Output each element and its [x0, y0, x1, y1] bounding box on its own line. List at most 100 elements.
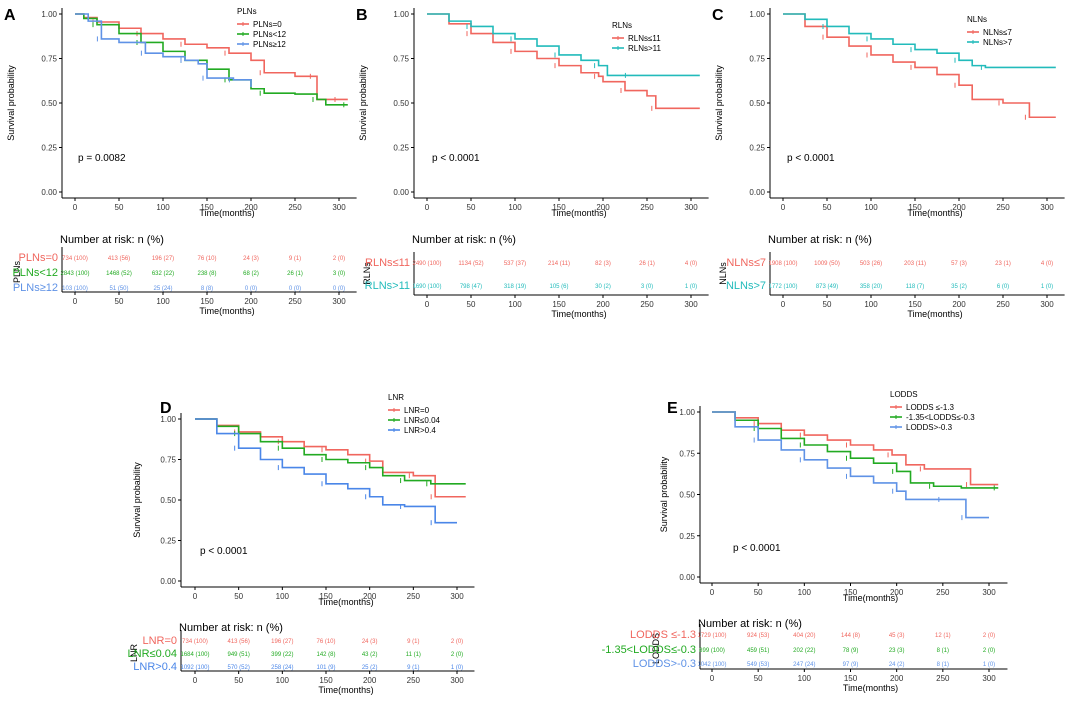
- risk-count: 2 (0): [983, 633, 995, 639]
- y-tick-label: 0.25: [679, 532, 695, 541]
- y-tick-label: 0.25: [160, 537, 176, 546]
- risk-count: 142 (8): [316, 652, 335, 658]
- y-tick-label: 0.50: [679, 491, 695, 500]
- risk-table-ylabel: RLNs: [362, 262, 372, 285]
- x-tick-label: 50: [115, 203, 124, 212]
- x-tick-label: 150: [552, 203, 566, 212]
- y-axis-label: Survival probability: [714, 65, 724, 141]
- x-tick-label: 100: [798, 588, 812, 597]
- risk-table-ylabel: LNR: [129, 644, 139, 663]
- risk-table-title: Number at risk: n (%): [60, 234, 164, 246]
- x-tick-label: 200: [952, 203, 966, 212]
- legend-label: PLNs=0: [253, 20, 282, 29]
- risk-count: 413 (56): [108, 256, 130, 262]
- risk-count: 949 (51): [227, 652, 249, 658]
- risk-count: 459 (51): [747, 648, 769, 654]
- risk-count: 413 (56): [227, 639, 249, 645]
- risk-count: 570 (52): [227, 665, 249, 671]
- risk-count: 202 (22): [793, 648, 815, 654]
- y-tick-label: 0.50: [41, 99, 57, 108]
- risk-count: 76 (10): [316, 639, 335, 645]
- risk-x-tick-label: 100: [798, 674, 812, 683]
- x-tick-label: 250: [936, 588, 950, 597]
- risk-count: 2 (0): [451, 652, 463, 658]
- legend-title: LNR: [388, 393, 404, 402]
- risk-count: 25 (24): [153, 286, 172, 292]
- risk-count: 1 (0): [451, 665, 463, 671]
- risk-count: 2 (0): [983, 648, 995, 654]
- y-tick-label: 0.75: [160, 456, 176, 465]
- risk-x-tick-label: 150: [844, 674, 858, 683]
- risk-row-label: PLNs=0: [19, 252, 58, 264]
- y-tick-label: 0.50: [749, 99, 765, 108]
- risk-row-label: RLNs>11: [365, 280, 410, 292]
- risk-count: 0 (0): [289, 286, 301, 292]
- legend-label: LNR>0.4: [404, 426, 436, 435]
- risk-table-title: Number at risk: n (%): [768, 234, 872, 246]
- risk-x-axis-label: Time(months): [551, 309, 606, 319]
- y-tick-label: 0.25: [749, 144, 765, 153]
- legend-label: RLNs>11: [628, 44, 662, 53]
- risk-count: 196 (27): [152, 256, 174, 262]
- risk-x-tick-label: 200: [890, 674, 904, 683]
- risk-count: 549 (53): [747, 662, 769, 668]
- risk-x-tick-label: 50: [467, 300, 476, 309]
- survival-curve-2: [783, 13, 1056, 69]
- risk-row-label: LNR>0.4: [133, 661, 177, 673]
- risk-x-tick-label: 250: [640, 300, 654, 309]
- risk-x-tick-label: 150: [908, 300, 922, 309]
- risk-count: 1042 (100): [697, 662, 726, 668]
- survival-curve-2: [427, 13, 700, 77]
- x-tick-label: 300: [1040, 203, 1054, 212]
- risk-x-tick-label: 50: [823, 300, 832, 309]
- risk-x-tick-label: 0: [193, 676, 198, 685]
- risk-count: 30 (2): [595, 284, 611, 290]
- x-tick-label: 50: [754, 588, 763, 597]
- y-axis-label: Survival probability: [132, 462, 142, 538]
- risk-count: 51 (50): [109, 286, 128, 292]
- p-value: p = 0.0082: [78, 153, 126, 164]
- risk-count: 97 (9): [843, 662, 859, 668]
- risk-count: 1772 (100): [768, 284, 797, 290]
- y-tick-label: 1.00: [160, 415, 176, 424]
- x-tick-label: 50: [234, 592, 243, 601]
- km-panel-a: A Survival probability 0.00 0.25 0.50 0.75 1.0…: [4, 7, 357, 316]
- risk-count: 9 (1): [407, 639, 419, 645]
- risk-count: 11 (1): [406, 652, 421, 658]
- risk-x-tick-label: 100: [508, 300, 522, 309]
- x-tick-label: 0: [73, 203, 78, 212]
- risk-count: 8 (1): [937, 662, 949, 668]
- risk-count: 247 (24): [793, 662, 815, 668]
- survival-curve-3: [75, 13, 252, 87]
- risk-count: 1468 (52): [106, 271, 132, 277]
- risk-x-tick-label: 0: [710, 674, 715, 683]
- risk-x-tick-label: 300: [684, 300, 698, 309]
- risk-count: 924 (53): [747, 633, 769, 639]
- km-panel-b: B Survival probability 0.00 0.25 0.50 0.75 1.0…: [356, 7, 709, 319]
- x-tick-label: 100: [508, 203, 522, 212]
- risk-count: 23 (1): [995, 261, 1011, 267]
- risk-count: 1729 (100): [697, 633, 726, 639]
- risk-count: 43 (2): [362, 652, 378, 658]
- risk-x-axis-label: Time(months): [843, 683, 898, 693]
- risk-x-tick-label: 100: [156, 297, 170, 306]
- y-tick-label: 0.00: [160, 577, 176, 586]
- risk-count: 238 (8): [197, 271, 216, 277]
- x-axis-label: Time(months): [843, 593, 898, 603]
- y-tick-label: 0.75: [679, 449, 695, 458]
- risk-x-tick-label: 50: [115, 297, 124, 306]
- risk-count: 1908 (100): [768, 261, 797, 267]
- risk-count: 105 (6): [549, 284, 568, 290]
- risk-count: 76 (10): [197, 256, 216, 262]
- x-tick-label: 300: [332, 203, 346, 212]
- risk-x-tick-label: 200: [363, 676, 377, 685]
- x-tick-label: 200: [363, 592, 377, 601]
- risk-count: 2843 (100): [60, 271, 89, 277]
- risk-x-tick-label: 200: [952, 300, 966, 309]
- risk-row-label: PLNs<12: [12, 267, 58, 279]
- survival-curve-2: [75, 13, 348, 106]
- risk-row-label: NLNs>7: [726, 280, 766, 292]
- risk-count: 45 (3): [889, 633, 905, 639]
- risk-count: 78 (9): [843, 648, 859, 654]
- panel-letter: C: [712, 7, 724, 24]
